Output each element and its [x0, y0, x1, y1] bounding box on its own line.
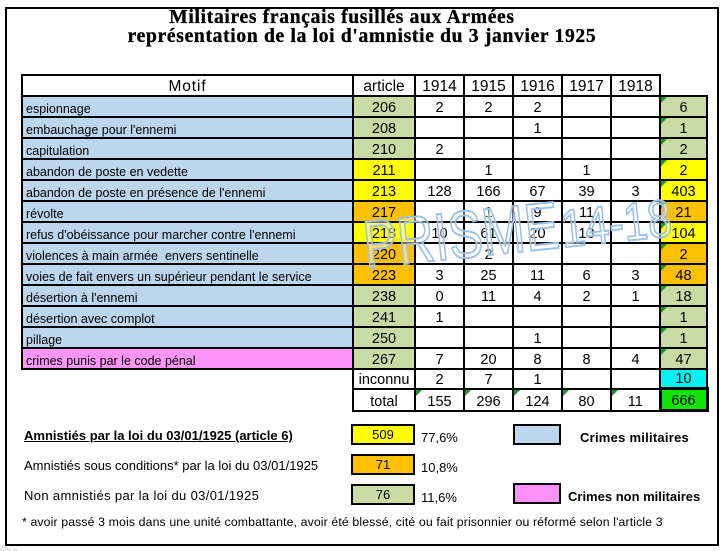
- svg-text:PRISME: PRISME: [360, 188, 563, 283]
- svg-text:14-18: 14-18: [558, 189, 675, 259]
